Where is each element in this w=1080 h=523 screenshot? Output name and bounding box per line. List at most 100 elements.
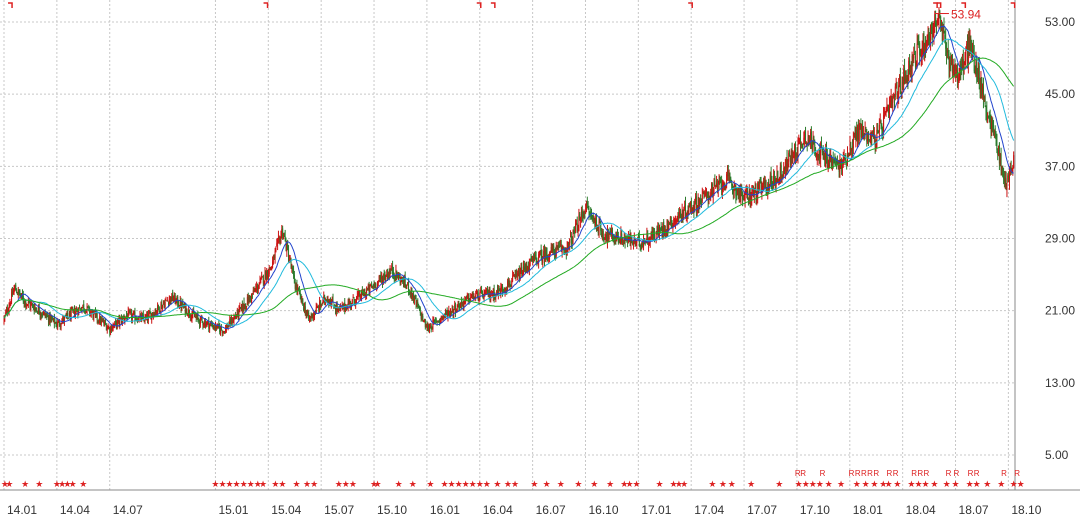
- candle-body: [250, 298, 252, 301]
- candle-body: [167, 300, 169, 302]
- star-marker: ★: [370, 479, 378, 489]
- candle-body: [34, 307, 36, 311]
- candle-body: [824, 155, 826, 167]
- candle-body: [179, 300, 181, 307]
- candle-body: [832, 158, 834, 161]
- r-marker: R: [800, 469, 806, 478]
- candle-body: [406, 284, 408, 286]
- candle-body: [836, 161, 838, 163]
- candle-body: [69, 311, 71, 319]
- candle-body: [455, 311, 457, 313]
- candle-body: [491, 295, 493, 297]
- candle-body: [609, 231, 611, 233]
- candle-body: [743, 199, 745, 201]
- candle-body: [1010, 166, 1012, 172]
- candle-body: [361, 290, 363, 298]
- candle-body: [903, 69, 905, 85]
- candle-body: [17, 289, 19, 295]
- candle-body: [392, 272, 394, 275]
- candle-body: [225, 326, 227, 330]
- candle-body: [658, 227, 660, 236]
- candle-body: [387, 272, 389, 278]
- candle-body: [297, 288, 299, 292]
- candle-body: [551, 247, 553, 253]
- candle-body: [460, 301, 462, 305]
- candle-body: [5, 312, 7, 315]
- candle-body: [483, 293, 485, 299]
- candle-body: [437, 321, 439, 323]
- x-tick-label: 17.07: [747, 503, 777, 517]
- candle-body: [413, 296, 415, 301]
- candle-body: [1013, 155, 1015, 168]
- candle-body: [256, 286, 258, 291]
- star-marker: ★: [374, 479, 382, 489]
- candle-body: [425, 324, 427, 328]
- candle-body: [486, 288, 488, 293]
- candle-body: [526, 265, 528, 272]
- y-tick-label: 45.00: [1045, 87, 1075, 101]
- candle-body: [758, 185, 760, 191]
- candle-body: [996, 134, 998, 151]
- candle-body: [391, 265, 393, 271]
- candle-body: [529, 259, 531, 262]
- candle-body: [466, 297, 468, 299]
- candle-body: [506, 289, 508, 291]
- candle-body: [925, 41, 927, 48]
- candle-body: [223, 330, 225, 332]
- candle-body: [36, 310, 38, 312]
- candle-body: [53, 317, 55, 325]
- star-marker: ★: [590, 479, 598, 489]
- candle-body: [614, 236, 616, 240]
- candle-body: [364, 292, 366, 297]
- candle-body: [618, 241, 620, 243]
- candle-body: [390, 269, 392, 272]
- candle-body: [359, 292, 361, 298]
- candle-body: [349, 300, 351, 305]
- candle-body: [875, 147, 877, 149]
- candle-body: [278, 237, 280, 239]
- candle-body: [208, 320, 210, 329]
- candle-body: [936, 20, 938, 24]
- candle-body: [194, 316, 196, 318]
- candle-body: [141, 315, 143, 322]
- candle-body: [636, 240, 638, 244]
- candle-body: [573, 231, 575, 234]
- star-marker: ★: [775, 479, 783, 489]
- candle-body: [730, 178, 732, 183]
- candle-body: [898, 85, 900, 96]
- candle-body: [13, 288, 15, 294]
- candle-body: [450, 310, 452, 315]
- star-marker: ★: [728, 479, 736, 489]
- candle-body: [318, 306, 320, 311]
- candle-body: [270, 267, 272, 270]
- candle-body: [46, 315, 48, 317]
- candle-body: [234, 316, 236, 319]
- candle-body: [47, 315, 49, 317]
- candle-body: [89, 307, 91, 314]
- candle-body: [769, 175, 771, 184]
- candle-body: [661, 227, 663, 235]
- candle-body: [497, 289, 499, 295]
- candle-body: [639, 244, 641, 246]
- candle-body: [893, 94, 895, 100]
- candle-body: [655, 232, 657, 242]
- candle-body: [951, 54, 953, 65]
- candle-body: [899, 76, 901, 86]
- candle-body: [722, 182, 724, 186]
- candle-body: [911, 55, 913, 74]
- candle-body: [76, 310, 78, 312]
- candle-body: [711, 183, 713, 196]
- candle-body: [841, 165, 843, 168]
- candle-body: [226, 325, 228, 329]
- candle-body: [1004, 177, 1006, 182]
- candle-body: [63, 318, 65, 322]
- candle-body: [481, 289, 483, 291]
- candle-body: [420, 312, 422, 319]
- candle-body: [949, 64, 951, 69]
- candle-body: [321, 303, 323, 305]
- candle-body: [584, 214, 586, 216]
- candle-body: [669, 216, 671, 224]
- candle-body: [695, 195, 697, 211]
- candle-body: [641, 241, 643, 246]
- candle-body: [928, 34, 930, 36]
